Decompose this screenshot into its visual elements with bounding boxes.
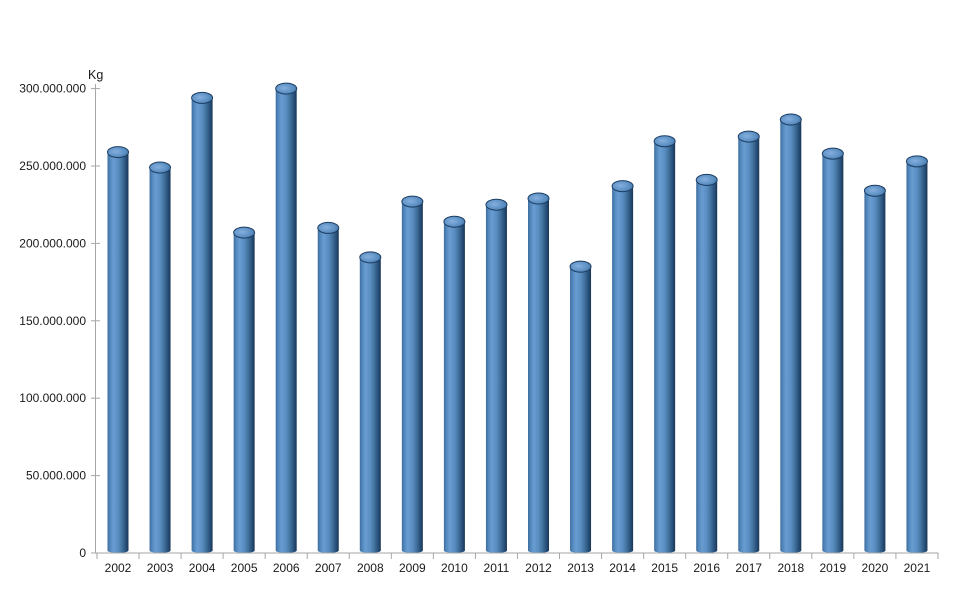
bar-top-cap — [653, 135, 676, 148]
bar-body — [654, 141, 676, 553]
bar-top-cap — [401, 195, 424, 208]
bar-body — [570, 266, 592, 553]
x-axis-label-2012: 2012 — [525, 561, 552, 575]
bar-2009 — [401, 195, 424, 553]
y-axis-tick-label: 200.000.000 — [19, 236, 86, 250]
y-axis-tick-label: 150.000.000 — [19, 314, 86, 328]
bar-2003 — [149, 161, 172, 553]
x-axis-label-2013: 2013 — [567, 561, 594, 575]
bar-top-cap — [569, 260, 592, 273]
bar-body — [822, 153, 844, 553]
bar-top-cap — [443, 215, 466, 228]
bar-top-cap — [821, 147, 844, 160]
bars-group — [107, 82, 928, 554]
x-axis-label-2002: 2002 — [105, 561, 132, 575]
bar-top-cap — [107, 146, 129, 159]
bar-top-cap — [317, 221, 340, 234]
bar-top-cap — [779, 113, 802, 126]
bar-body — [359, 257, 381, 553]
bar-2012 — [527, 192, 550, 553]
bar-2018 — [779, 113, 802, 553]
bar-body — [485, 204, 507, 553]
bar-top-cap — [191, 91, 214, 104]
bar-top-cap — [905, 155, 928, 168]
x-axis-label-2004: 2004 — [189, 561, 216, 575]
bar-2007 — [317, 221, 340, 554]
bar-2015 — [653, 135, 676, 553]
x-axis-label-2008: 2008 — [357, 561, 384, 575]
bar-body — [528, 198, 549, 553]
bar-top-cap — [275, 82, 298, 95]
x-axis-label-2019: 2019 — [819, 561, 846, 575]
y-axis-tick-label: 50.000.000 — [26, 469, 86, 483]
bar-2004 — [191, 91, 214, 553]
bar-body — [864, 190, 886, 553]
bar-top-cap — [527, 192, 550, 205]
x-axis-label-2006: 2006 — [273, 561, 300, 575]
bar-2014 — [611, 180, 634, 553]
y-axis-tick-label: 300.000.000 — [19, 82, 86, 96]
x-axis-label-2020: 2020 — [862, 561, 889, 575]
bar-body — [107, 152, 129, 553]
bar-2008 — [359, 251, 382, 553]
bar-2020 — [863, 184, 886, 553]
x-axis-label-2017: 2017 — [735, 561, 762, 575]
bar-2021 — [905, 155, 928, 553]
bar-body — [738, 136, 760, 553]
y-axis-tick-label: 100.000.000 — [19, 391, 86, 405]
x-axis-label-2016: 2016 — [693, 561, 720, 575]
bar-top-cap — [149, 161, 172, 174]
bar-body — [233, 232, 255, 553]
x-axis-label-2014: 2014 — [609, 561, 636, 575]
y-axis-tick-label: 0 — [79, 546, 86, 560]
bar-2017 — [737, 130, 760, 553]
x-axis-label-2021: 2021 — [904, 561, 931, 575]
bar-body — [317, 227, 339, 554]
bar-2006 — [275, 82, 298, 553]
bar-top-cap — [863, 184, 886, 197]
bar-2002 — [107, 146, 129, 553]
bar-body — [906, 161, 928, 553]
x-axis-label-2015: 2015 — [651, 561, 678, 575]
x-axis-label-2005: 2005 — [231, 561, 258, 575]
bar-top-cap — [611, 180, 634, 193]
bar-2016 — [695, 173, 718, 553]
bar-2013 — [569, 260, 592, 553]
x-axis-label-2007: 2007 — [315, 561, 342, 575]
bar-2019 — [821, 147, 844, 553]
bar-top-cap — [359, 251, 382, 264]
bar-body — [443, 221, 465, 553]
chart-render-root: 0 50.000.000 100.000.000 150.000.000 200.000… — [19, 82, 939, 575]
bar-top-cap — [233, 226, 256, 239]
bar-body — [401, 201, 423, 553]
bar-body — [149, 167, 171, 553]
bar-body — [191, 97, 213, 553]
x-axis-label-2018: 2018 — [777, 561, 804, 575]
bar-body — [275, 88, 297, 553]
y-axis-unit-label: Kg — [88, 68, 103, 82]
x-axis-label-2011: 2011 — [484, 561, 510, 575]
bar-body — [780, 119, 802, 553]
y-axis-tick-label: 250.000.000 — [19, 159, 86, 173]
x-axis-label-2010: 2010 — [441, 561, 468, 575]
x-axis-label-2003: 2003 — [147, 561, 174, 575]
bar-2005 — [233, 226, 256, 553]
bar-body — [612, 186, 634, 553]
bar-top-cap — [695, 173, 718, 186]
bar-top-cap — [485, 198, 508, 211]
bar-2011 — [485, 198, 508, 553]
bar-2010 — [443, 215, 466, 553]
axes-group: 0 50.000.000 100.000.000 150.000.000 200.000… — [19, 82, 939, 575]
x-axis-label-2009: 2009 — [399, 561, 426, 575]
bar-body — [696, 179, 718, 553]
bar-top-cap — [737, 130, 760, 143]
